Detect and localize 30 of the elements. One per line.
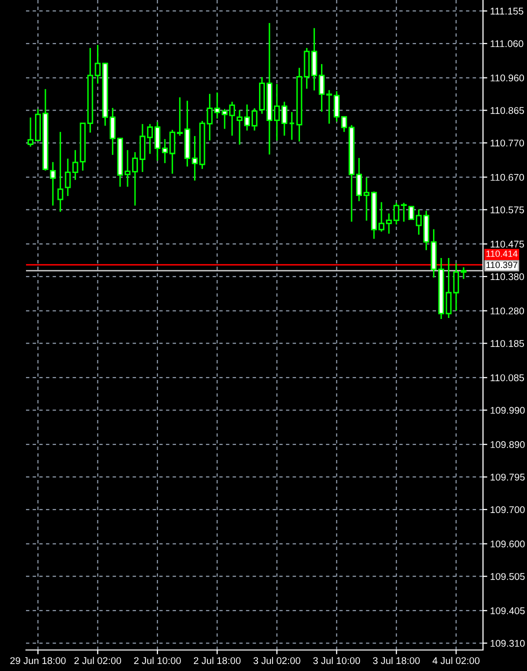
x-tick-label: 2 Jul 10:00 <box>134 656 181 664</box>
y-tick-label: 110.185 <box>490 340 524 347</box>
y-tick-label: 110.865 <box>490 107 524 114</box>
ref-line-label: 110.397 <box>486 262 518 268</box>
ref-line-label: 110.414 <box>486 250 518 257</box>
y-tick-label: 109.700 <box>490 506 525 514</box>
y-tick-label: 110.380 <box>490 273 524 280</box>
y-tick-label: 110.770 <box>490 140 524 146</box>
x-tick-label: 2 Jul 02:00 <box>74 656 122 664</box>
x-tick-label: 29 Jun 18:00 <box>10 657 66 664</box>
y-tick-label: 111.060 <box>490 40 524 48</box>
x-tick-label: 4 Jul 02:00 <box>432 656 480 664</box>
y-tick-label: 111.155 <box>490 8 524 15</box>
y-tick-label: 109.405 <box>490 607 525 614</box>
y-tick-label: 110.475 <box>490 240 524 248</box>
y-tick-label: 110.575 <box>490 206 524 214</box>
y-tick-label: 110.280 <box>490 308 524 314</box>
y-tick-label: 109.310 <box>490 640 525 647</box>
x-tick-label: 3 Jul 02:00 <box>253 656 300 664</box>
y-tick-label: 109.990 <box>490 406 525 414</box>
x-tick-label: 3 Jul 10:00 <box>313 656 360 664</box>
y-tick-label: 109.795 <box>490 474 525 481</box>
y-tick-label: 110.670 <box>490 174 524 181</box>
y-tick-label: 109.600 <box>490 540 525 548</box>
y-tick-label: 110.960 <box>490 74 524 82</box>
y-tick-label: 109.890 <box>490 441 525 448</box>
y-tick-label: 109.505 <box>490 573 525 580</box>
x-tick-label: 2 Jul 18:00 <box>194 656 241 664</box>
y-tick-label: 110.085 <box>490 374 524 382</box>
x-tick-label: 3 Jul 18:00 <box>372 656 420 664</box>
